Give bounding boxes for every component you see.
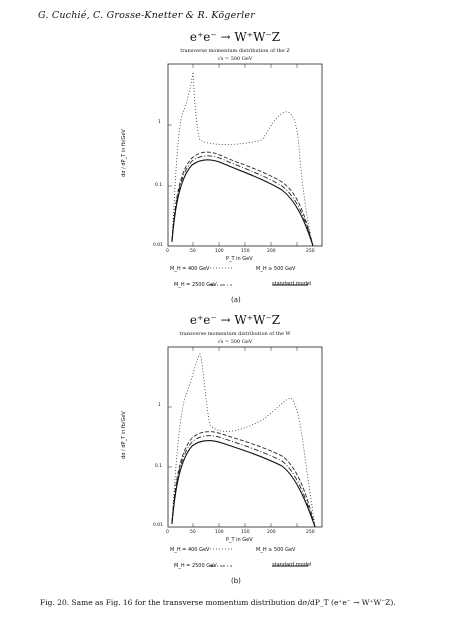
panel-b-note-left: M_H = 400 GeV: [170, 547, 210, 553]
panel-b-curve-dotted: [171, 353, 316, 528]
panel-a-xtick-3: 150: [241, 249, 250, 254]
panel-b-ytick-3: 0.01: [153, 523, 164, 528]
panel-a-xlabel: P_T in GeV: [226, 256, 253, 262]
panel-a-energy: √s = 500 GeV: [217, 56, 253, 62]
panel-b-curve-dashdot: [171, 435, 316, 528]
panel-b-xtick-4: 200: [267, 530, 276, 535]
panel-b-legend-right: standard model: [272, 562, 312, 568]
panel-a-plot: [167, 63, 323, 247]
panel-a-ytick-1: 1: [158, 120, 161, 125]
panel-a-ytick-3: 0.01: [153, 243, 164, 248]
panel-a-subtitle: transverse momentum distribution of the …: [180, 48, 290, 54]
panel-b-xtick-2: 100: [215, 530, 224, 535]
panel-b-title: e⁺e⁻ → W⁺W⁻Z: [189, 313, 281, 327]
panel-b-xtick-3: 150: [241, 530, 250, 535]
panel-a-legend-right: standard model: [272, 281, 312, 287]
panel-a-note-left: M_H = 400 GeV: [170, 266, 210, 272]
panel-b-xtick-0: 0: [166, 530, 169, 535]
figure-caption: Fig. 20. Same as Fig. 16 for the transve…: [40, 598, 396, 607]
panel-b-note-right: M_H ≥ 500 GeV: [256, 547, 296, 553]
panel-b-letter: (b): [231, 577, 241, 585]
panel-b-xtick-1: 50: [190, 530, 196, 535]
panel-a-letter: (a): [231, 296, 241, 304]
panel-a-xtick-2: 100: [215, 249, 224, 254]
panel-a-curve-solid: [171, 159, 314, 247]
panel-a-xtick-1: 50: [190, 249, 196, 254]
panel-a-curve-dashdot: [171, 155, 314, 247]
panel-b-curve-solid: [171, 440, 316, 528]
panel-b-subtitle: transverse momentum distribution of the …: [179, 331, 291, 337]
panel-a-xtick-5: 250: [306, 249, 315, 254]
panel-a-xtick-4: 200: [267, 249, 276, 254]
panel-b-xtick-5: 250: [306, 530, 315, 535]
panel-a-xtick-0: 0: [166, 249, 169, 254]
panel-b-ytick-2: 0.1: [155, 464, 163, 469]
panel-b-ylabel: dσ / dP_T in fb/GeV: [120, 411, 127, 459]
panel-b-legend-left: M_H = 2500 GeV: [174, 563, 217, 569]
panel-a-title: e⁺e⁻ → W⁺W⁻Z: [189, 30, 281, 44]
panel-b-ytick-1: 1: [158, 403, 161, 408]
panel-a-curve-dashed: [171, 151, 314, 247]
panel-b-frame: [167, 346, 323, 528]
running-header: G. Cuchié, C. Grosse-Knetter & R. Kögerl…: [38, 10, 255, 21]
panel-a-note-right: M_H ≥ 500 GeV: [256, 266, 296, 272]
panel-a-legend-lines: [210, 267, 308, 286]
panel-a-ytick-2: 0.1: [155, 183, 163, 188]
panel-b-energy: √s = 500 GeV: [217, 339, 253, 345]
panel-b-xlabel: P_T in GeV: [226, 537, 253, 543]
panel-a-legend-left: M_H = 2500 GeV: [174, 282, 217, 288]
